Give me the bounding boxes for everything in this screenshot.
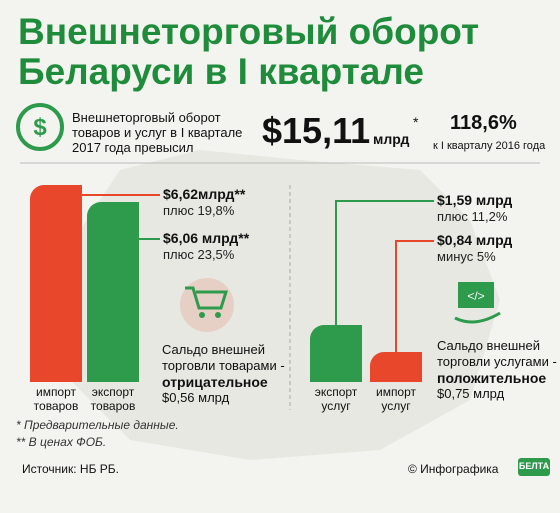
change-label: плюс 23,5% bbox=[163, 247, 235, 262]
footnote: * Предварительные данные. bbox=[16, 418, 179, 432]
value-label: $1,59 млрд bbox=[437, 192, 513, 208]
connector bbox=[335, 200, 434, 331]
source: Источник: НБ РБ. bbox=[22, 462, 119, 476]
balance-sign: отрицательное bbox=[162, 374, 268, 390]
balance-label: Сальдо внешней торговли услугами - bbox=[437, 338, 557, 369]
footnote: ** В ценах ФОБ. bbox=[16, 435, 107, 449]
summary-amount: $15,11 bbox=[262, 110, 371, 151]
map-silhouette bbox=[60, 150, 500, 460]
growth-note: к I кварталу 2016 года bbox=[433, 140, 546, 152]
category-label: экспорт услуг bbox=[314, 385, 358, 413]
balance: Сальдо внешней торговли товарами - отриц… bbox=[162, 342, 292, 406]
change-label: плюс 19,8% bbox=[163, 203, 235, 218]
balance-sign: положительное bbox=[437, 370, 547, 386]
bar bbox=[30, 185, 82, 382]
code-icon: </> bbox=[454, 282, 501, 324]
cart-icon bbox=[180, 278, 234, 332]
category-label: импорт товаров bbox=[33, 385, 79, 413]
bar bbox=[87, 201, 139, 382]
value-label: $6,06 млрд** bbox=[163, 230, 250, 246]
category-label: экспорт товаров bbox=[90, 385, 136, 413]
category-label: импорт услуг bbox=[375, 385, 417, 413]
balance-value: $0,56 млрд bbox=[162, 390, 230, 405]
change-label: минус 5% bbox=[437, 249, 496, 264]
balance-value: $0,75 млрд bbox=[437, 386, 505, 401]
value-label: $0,84 млрд bbox=[437, 232, 513, 248]
balance-label: Сальдо внешней торговли товарами - bbox=[162, 342, 285, 373]
growth: 118,6% bbox=[450, 112, 517, 134]
credit: © Инфографика bbox=[408, 462, 499, 476]
summary-text: Внешнеторговый оборот товаров и услуг в … bbox=[72, 110, 243, 155]
dollar-icon bbox=[16, 103, 64, 151]
bar bbox=[310, 325, 362, 382]
dollar-icon: $ bbox=[33, 114, 47, 141]
logo-box bbox=[518, 458, 550, 476]
logo: БЕЛТА bbox=[518, 461, 550, 471]
title: Внешнеторговый оборот bbox=[18, 11, 480, 52]
summary-unit: млрд bbox=[373, 131, 410, 147]
change-label: плюс 11,2% bbox=[437, 209, 508, 224]
title: Беларуси в I квартале bbox=[18, 51, 424, 92]
summary-mark: * bbox=[413, 114, 419, 130]
svg-text:</>: </> bbox=[467, 289, 484, 303]
connector bbox=[395, 240, 434, 358]
bar bbox=[370, 351, 422, 382]
balance: Сальдо внешней торговли услугами - полож… bbox=[437, 338, 557, 402]
value-label: $6,62млрд** bbox=[163, 186, 246, 202]
